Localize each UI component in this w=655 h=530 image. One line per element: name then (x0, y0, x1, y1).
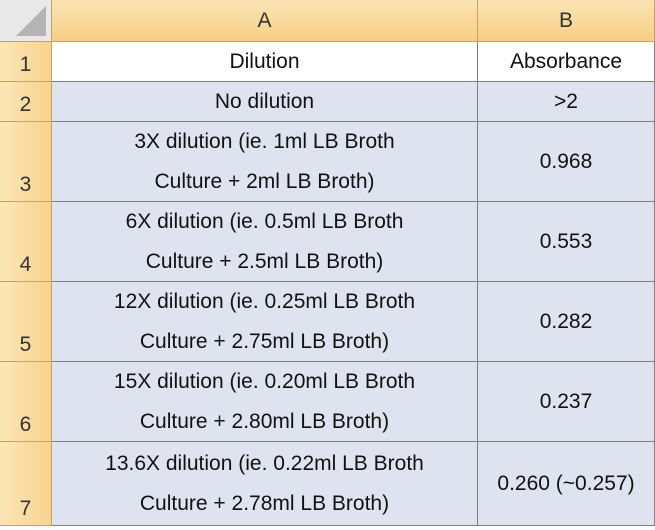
cell[interactable]: 15X dilution (ie. 0.20ml LB Broth Culture… (52, 362, 478, 442)
cell-text-line: 3X dilution (ie. 1ml LB Broth (134, 129, 395, 153)
cell-text: 0.260 (~0.257) (497, 471, 635, 495)
column-letter: B (558, 8, 573, 32)
cell-text-line: 13.6X dilution (ie. 0.22ml LB Broth (105, 451, 424, 475)
cell[interactable]: 13.6X dilution (ie. 0.22ml LB Broth Cultu… (52, 442, 478, 526)
cell[interactable]: 12X dilution (ie. 0.25ml LB Broth Culture… (52, 282, 478, 362)
cell[interactable]: 3X dilution (ie. 1ml LB Broth Culture + 2… (52, 122, 478, 202)
cell-text-line: 6X dilution (ie. 0.5ml LB Broth (125, 209, 404, 233)
row-number: 7 (19, 497, 32, 520)
cell[interactable]: >2 (478, 82, 655, 122)
cell-text-line: Culture + 2.75ml LB Broth) (139, 329, 390, 353)
cell[interactable]: 0.260 (~0.257) (478, 442, 655, 526)
cell-text-line: Culture + 2ml LB Broth) (154, 169, 375, 193)
row-header[interactable]: 6 (0, 362, 52, 442)
column-letter: A (257, 8, 272, 32)
row-number: 1 (19, 53, 32, 76)
cell-text: 0.553 (539, 229, 593, 253)
row-header[interactable]: 2 (0, 82, 52, 122)
column-header[interactable]: B (478, 0, 655, 42)
row-header[interactable]: 3 (0, 122, 52, 202)
cell-text-line: 12X dilution (ie. 0.25ml LB Broth (113, 289, 416, 313)
cell-text: 0.968 (539, 149, 593, 173)
corner-icon (15, 6, 46, 36)
row-header[interactable]: 4 (0, 202, 52, 282)
cell-text-line: Culture + 2.80ml LB Broth) (139, 409, 390, 433)
cell[interactable]: 6X dilution (ie. 0.5ml LB Broth Culture +… (52, 202, 478, 282)
cell-text: >2 (554, 89, 578, 113)
cell-text-line: Dilution (229, 49, 300, 73)
cell[interactable]: 0.553 (478, 202, 655, 282)
cell-text: 0.282 (539, 309, 593, 333)
cell[interactable]: 0.282 (478, 282, 655, 362)
row-header[interactable]: 7 (0, 442, 52, 526)
cell-text-line: Culture + 2.78ml LB Broth) (139, 491, 390, 515)
cell-text: 0.237 (539, 389, 593, 413)
cell[interactable]: 0.968 (478, 122, 655, 202)
cell-text-line: No dilution (214, 89, 315, 113)
row-number: 2 (19, 93, 32, 116)
cell[interactable]: 0.237 (478, 362, 655, 442)
row-header[interactable]: 5 (0, 282, 52, 362)
row-number: 3 (19, 173, 32, 196)
row-number: 6 (19, 413, 32, 436)
select-all[interactable] (0, 0, 52, 42)
row-header[interactable]: 1 (0, 42, 52, 82)
row-number: 5 (19, 333, 32, 356)
cell-text-line: 15X dilution (ie. 0.20ml LB Broth (113, 369, 416, 393)
cell-text-line: Culture + 2.5ml LB Broth) (145, 249, 384, 273)
cell[interactable]: Dilution (52, 42, 478, 82)
cell[interactable]: Absorbance (478, 42, 655, 82)
cell[interactable]: No dilution (52, 82, 478, 122)
column-header[interactable]: A (52, 0, 478, 42)
row-number: 4 (19, 253, 32, 276)
cell-text: Absorbance (509, 49, 623, 73)
